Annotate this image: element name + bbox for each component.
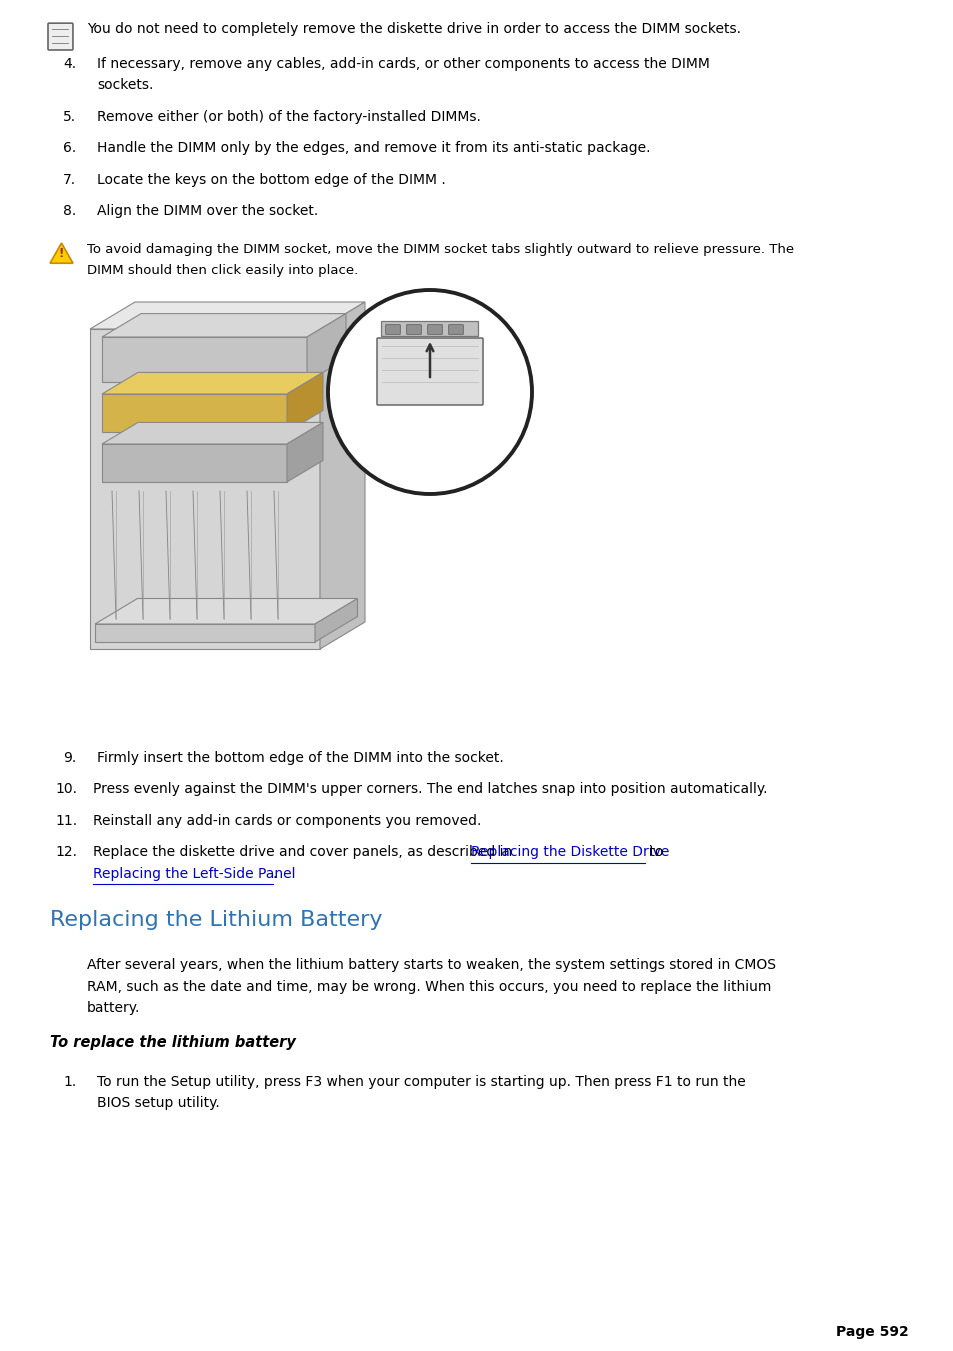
FancyBboxPatch shape bbox=[406, 324, 421, 334]
Text: Align the DIMM over the socket.: Align the DIMM over the socket. bbox=[97, 204, 318, 219]
Text: 5.: 5. bbox=[63, 109, 76, 124]
Polygon shape bbox=[90, 303, 365, 330]
Text: Replace the diskette drive and cover panels, as described in: Replace the diskette drive and cover pan… bbox=[92, 846, 517, 859]
Text: Firmly insert the bottom edge of the DIMM into the socket.: Firmly insert the bottom edge of the DIM… bbox=[97, 751, 503, 765]
Polygon shape bbox=[102, 336, 307, 382]
Text: 7.: 7. bbox=[63, 173, 76, 186]
FancyBboxPatch shape bbox=[381, 322, 478, 336]
Text: Replacing the Diskette Drive: Replacing the Diskette Drive bbox=[471, 846, 669, 859]
Polygon shape bbox=[102, 444, 287, 482]
Polygon shape bbox=[102, 423, 323, 444]
Text: Handle the DIMM only by the edges, and remove it from its anti-static package.: Handle the DIMM only by the edges, and r… bbox=[97, 142, 650, 155]
Text: After several years, when the lithium battery starts to weaken, the system setti: After several years, when the lithium ba… bbox=[87, 958, 775, 973]
Text: 8.: 8. bbox=[63, 204, 76, 219]
Text: battery.: battery. bbox=[87, 1001, 140, 1016]
Text: Reinstall any add-in cards or components you removed.: Reinstall any add-in cards or components… bbox=[92, 815, 481, 828]
Text: To avoid damaging the DIMM socket, move the DIMM socket tabs slightly outward to: To avoid damaging the DIMM socket, move … bbox=[87, 243, 793, 255]
Polygon shape bbox=[95, 624, 314, 642]
Polygon shape bbox=[307, 313, 346, 382]
Polygon shape bbox=[314, 598, 357, 642]
Text: RAM, such as the date and time, may be wrong. When this occurs, you need to repl: RAM, such as the date and time, may be w… bbox=[87, 979, 771, 994]
Polygon shape bbox=[102, 373, 323, 394]
Polygon shape bbox=[287, 373, 323, 432]
FancyBboxPatch shape bbox=[48, 23, 72, 50]
Text: Locate the keys on the bottom edge of the DIMM .: Locate the keys on the bottom edge of th… bbox=[97, 173, 445, 186]
FancyBboxPatch shape bbox=[63, 303, 537, 740]
Text: Remove either (or both) of the factory-installed DIMMs.: Remove either (or both) of the factory-i… bbox=[97, 109, 480, 124]
Polygon shape bbox=[50, 243, 73, 263]
Text: .: . bbox=[273, 867, 277, 881]
Text: DIMM should then click easily into place.: DIMM should then click easily into place… bbox=[87, 265, 358, 277]
Text: To run the Setup utility, press F3 when your computer is starting up. Then press: To run the Setup utility, press F3 when … bbox=[97, 1075, 745, 1089]
Polygon shape bbox=[90, 330, 319, 648]
Text: Replacing the Lithium Battery: Replacing the Lithium Battery bbox=[50, 911, 382, 931]
Text: BIOS setup utility.: BIOS setup utility. bbox=[97, 1097, 219, 1111]
Polygon shape bbox=[102, 313, 346, 336]
Circle shape bbox=[328, 290, 532, 494]
Text: To replace the lithium battery: To replace the lithium battery bbox=[50, 1035, 295, 1050]
Text: 4.: 4. bbox=[63, 57, 76, 72]
Text: Page 592: Page 592 bbox=[836, 1325, 908, 1339]
Polygon shape bbox=[95, 598, 357, 624]
Text: 10.: 10. bbox=[55, 782, 77, 797]
Polygon shape bbox=[102, 394, 287, 432]
Text: You do not need to completely remove the diskette drive in order to access the D: You do not need to completely remove the… bbox=[87, 22, 740, 36]
FancyBboxPatch shape bbox=[427, 324, 442, 334]
Text: !: ! bbox=[59, 247, 64, 259]
Text: 12.: 12. bbox=[55, 846, 77, 859]
Text: sockets.: sockets. bbox=[97, 78, 153, 92]
Polygon shape bbox=[287, 423, 323, 482]
FancyBboxPatch shape bbox=[448, 324, 463, 334]
Text: 6.: 6. bbox=[63, 142, 76, 155]
Text: If necessary, remove any cables, add-in cards, or other components to access the: If necessary, remove any cables, add-in … bbox=[97, 57, 709, 72]
Text: 9.: 9. bbox=[63, 751, 76, 765]
Text: 11.: 11. bbox=[55, 815, 77, 828]
FancyBboxPatch shape bbox=[385, 324, 400, 334]
Text: 1.: 1. bbox=[63, 1075, 76, 1089]
Text: Press evenly against the DIMM's upper corners. The end latches snap into positio: Press evenly against the DIMM's upper co… bbox=[92, 782, 767, 797]
Text: Replacing the Left-Side Panel: Replacing the Left-Side Panel bbox=[92, 867, 295, 881]
Polygon shape bbox=[319, 303, 365, 648]
FancyBboxPatch shape bbox=[376, 338, 482, 405]
Text: to: to bbox=[644, 846, 662, 859]
